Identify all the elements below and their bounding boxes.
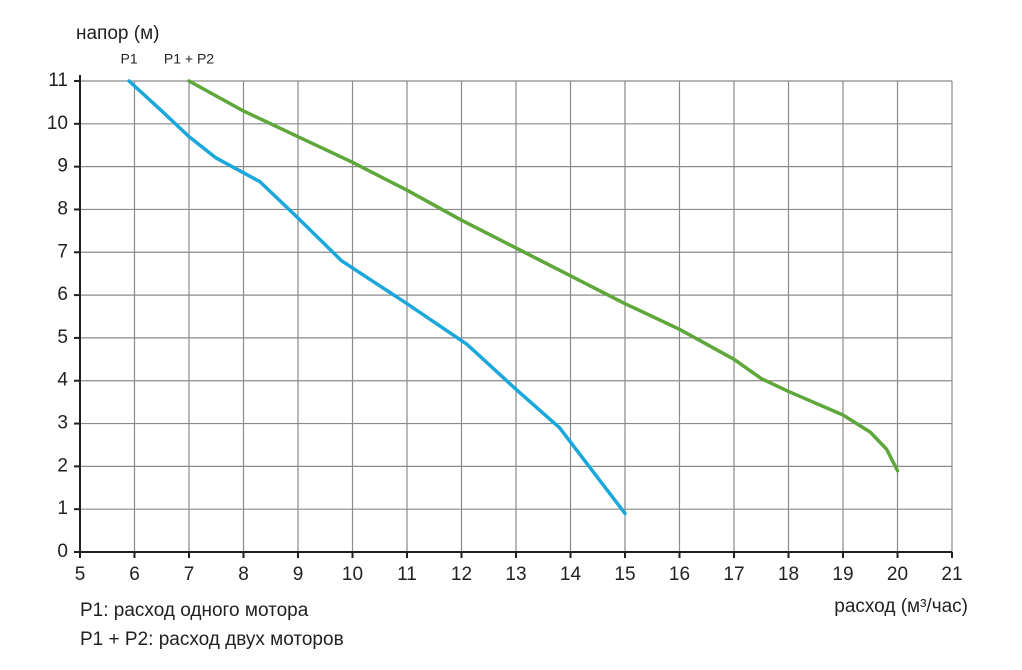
- x-tick-label: 9: [293, 564, 304, 585]
- x-tick-label: 8: [238, 564, 249, 585]
- y-tick-label: 6: [57, 284, 68, 305]
- legend-label: P1: [120, 51, 137, 67]
- x-tick-label: 7: [184, 564, 195, 585]
- y-tick-label: 5: [57, 327, 68, 348]
- note: P1 + P2: расход двух моторов: [80, 629, 344, 650]
- x-tick-label: 6: [129, 564, 140, 585]
- y-tick-label: 0: [57, 541, 68, 562]
- x-tick-label: 21: [941, 564, 962, 585]
- series-line: [187, 79, 900, 473]
- x-tick-label: 11: [397, 564, 417, 585]
- y-tick-label: 3: [57, 413, 68, 434]
- x-tick-label: 15: [614, 564, 635, 585]
- y-tick-label: 7: [57, 241, 68, 262]
- y-tick-label: 9: [57, 156, 68, 177]
- x-tick-label: 10: [342, 564, 363, 585]
- y-tick-label: 11: [48, 70, 68, 91]
- y-tick-label: 1: [57, 498, 68, 519]
- x-tick-label: 20: [887, 564, 908, 585]
- y-tick-label: 2: [57, 455, 68, 476]
- x-tick-label: 5: [75, 564, 86, 585]
- y-tick-label: 8: [57, 198, 68, 219]
- x-tick-label: 14: [560, 564, 582, 585]
- series-line: [127, 79, 627, 516]
- y-axis-label: напор (м): [76, 23, 159, 44]
- x-tick-label: 12: [451, 564, 472, 585]
- x-tick-label: 16: [669, 564, 690, 585]
- x-tick-label: 13: [505, 564, 526, 585]
- y-tick-label: 4: [57, 370, 68, 391]
- note: P1: расход одного мотора: [80, 600, 309, 621]
- x-tick-label: 19: [832, 564, 853, 585]
- y-tick-label: 10: [47, 113, 68, 134]
- legend-label: P1 + P2: [164, 51, 214, 67]
- x-tick-label: 17: [723, 564, 744, 585]
- x-axis-label: расход (м³/час): [834, 596, 968, 617]
- x-tick-label: 18: [778, 564, 799, 585]
